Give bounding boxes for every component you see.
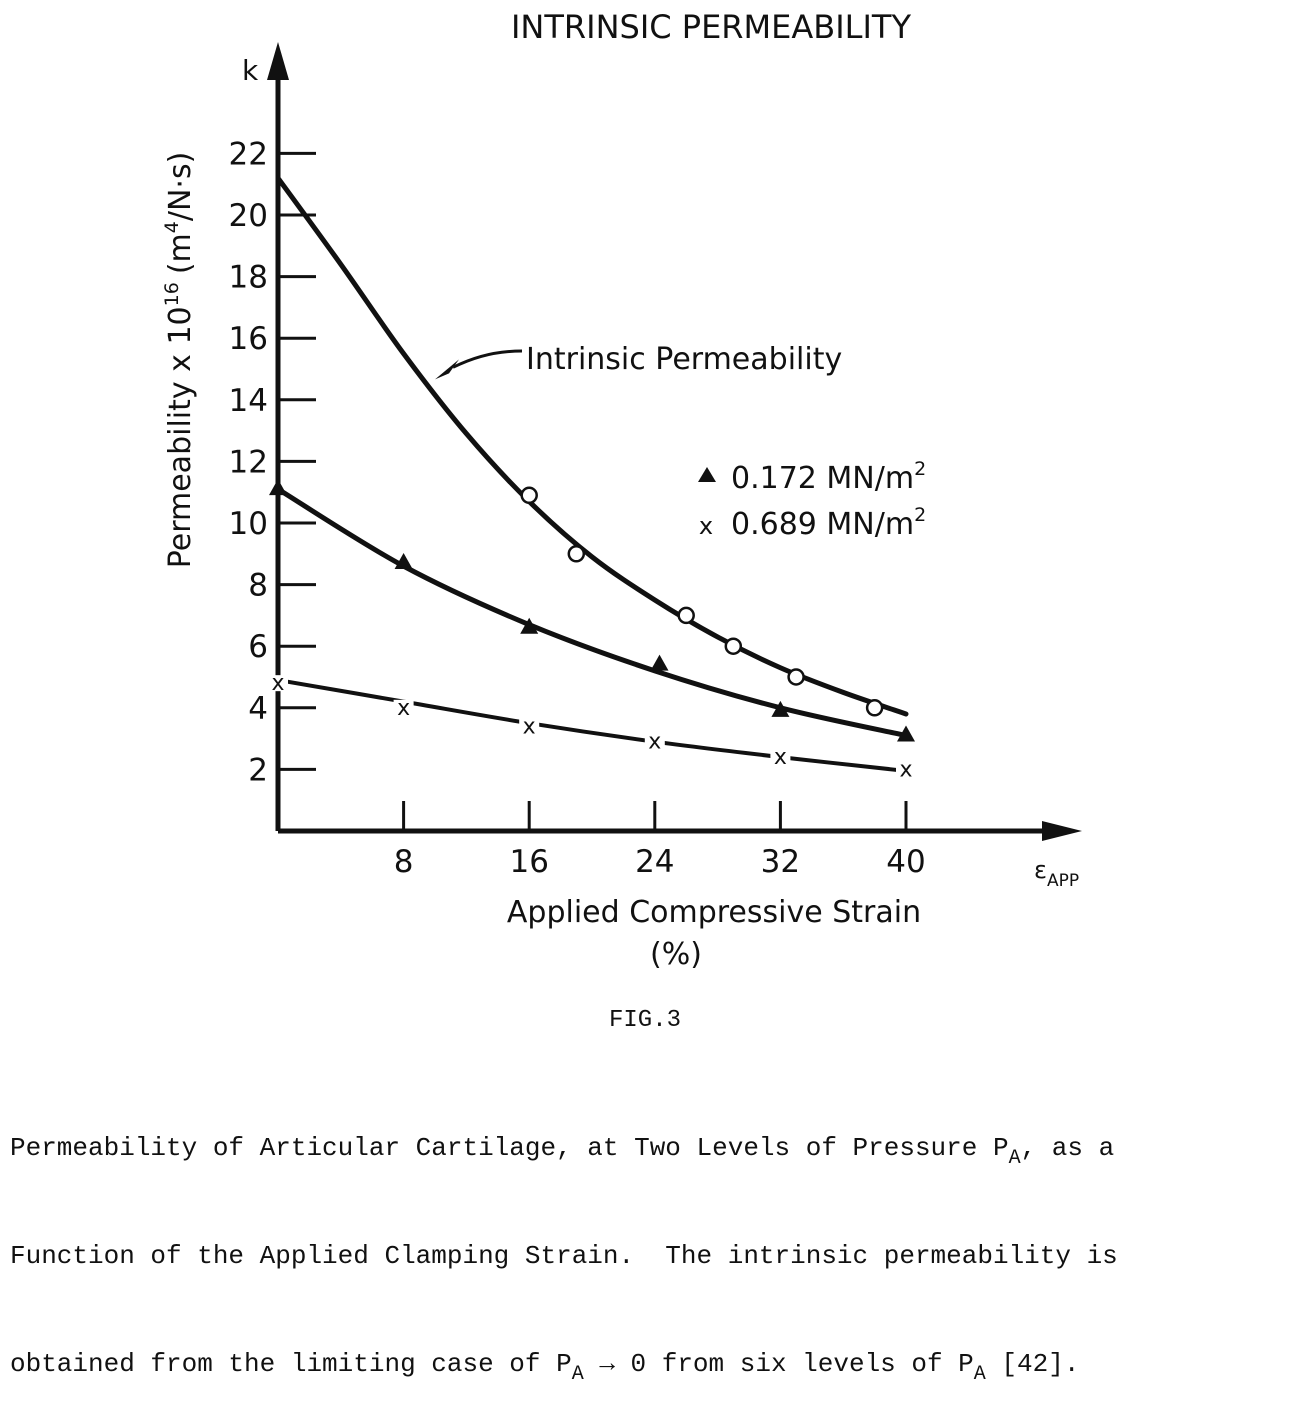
circle-marker <box>724 637 743 655</box>
x-marker-background <box>896 761 916 778</box>
x-axis-symbol: εAPP <box>1034 856 1079 891</box>
y-tick-label: 6 <box>248 629 268 665</box>
circle-marker <box>865 699 884 717</box>
x-tick-label: 8 <box>394 844 414 880</box>
y-axis-title: Permeability x 1016 (m4/N·s) <box>161 152 198 569</box>
legend: 0.172 MN/m2 x 0.689 MN/m2 <box>698 458 926 542</box>
y-tick-label: 14 <box>229 383 268 419</box>
circle-marker <box>787 668 805 686</box>
y-tick-label: 20 <box>229 198 268 234</box>
permeability-chart: INTRINSIC PERMEABILITY 24681012141618202… <box>161 8 1082 972</box>
x-axis-title-line2: (%) <box>650 937 702 972</box>
y-axis-title-unit-exp: 4 <box>161 221 183 233</box>
y-axis-symbol: k <box>242 54 259 87</box>
series-markers: x x x x x x <box>268 479 916 782</box>
legend-label-0172: 0.172 MN/m2 <box>731 458 926 496</box>
triangle-marker <box>650 654 669 671</box>
figure-label: FIG.3 <box>608 1007 681 1034</box>
y-ticks: 2 4 6 8 10 12 14 16 18 20 22 <box>229 136 316 788</box>
y-tick-label: 18 <box>229 260 268 296</box>
x-marker: x <box>271 671 284 696</box>
legend-label-0689: 0.689 MN/m2 <box>731 504 926 542</box>
x-tick-label: 24 <box>635 844 674 880</box>
x-marker-background <box>770 749 791 766</box>
x-axis-arrowhead <box>1042 821 1082 841</box>
caption-line-3: obtained from the limiting case of PA → … <box>10 1349 1080 1386</box>
curve-intrinsic <box>275 175 909 717</box>
annotation-intrinsic-label: Intrinsic Permeability <box>526 342 842 377</box>
triangle-marker <box>269 479 287 496</box>
y-axis-title-unit: (m <box>163 233 198 274</box>
x-marker: x <box>774 745 787 770</box>
y-tick-label: 16 <box>229 321 268 357</box>
annotation-arrowhead <box>435 359 459 380</box>
triangle-marker <box>394 553 413 570</box>
x-axis-title-line1: Applied Compressive Strain <box>507 895 921 930</box>
x-marker-background <box>393 699 414 716</box>
x-marker-background <box>644 733 665 750</box>
triangle-marker <box>897 725 915 742</box>
circle-marker <box>677 606 695 625</box>
triangle-marker <box>520 617 539 634</box>
x-tick-label: 32 <box>761 844 800 880</box>
y-axis-title-unit-tail: /N·s) <box>163 152 198 221</box>
caption-line-2: Function of the Applied Clamping Strain.… <box>10 1241 1118 1271</box>
triangle-marker <box>771 700 790 717</box>
y-tick-label: 10 <box>229 506 268 542</box>
x-ticks: 8 16 24 32 40 <box>394 801 926 880</box>
curve-0172 <box>275 486 909 739</box>
axes <box>267 42 1082 841</box>
x-marker: x <box>648 730 661 755</box>
y-tick-label: 22 <box>229 136 268 172</box>
annotation-intrinsic: Intrinsic Permeability <box>435 342 842 380</box>
x-marker-background <box>519 718 540 735</box>
legend-x-marker: x <box>699 512 713 540</box>
y-tick-label: 12 <box>229 444 268 480</box>
circle-marker <box>567 545 586 563</box>
legend-triangle-marker <box>698 467 716 482</box>
caption-line-1: Permeability of Articular Cartilage, at … <box>10 1133 1115 1170</box>
annotation-arrow <box>452 349 523 369</box>
y-axis-arrowhead <box>267 42 289 80</box>
y-axis-title-main: Permeability x 10 <box>163 306 198 568</box>
x-tick-label: 40 <box>886 844 925 880</box>
x-tick-label: 16 <box>509 844 548 880</box>
y-tick-label: 8 <box>248 568 268 604</box>
y-tick-label: 4 <box>248 691 268 727</box>
x-marker: x <box>523 714 536 739</box>
circle-marker <box>520 486 538 505</box>
x-marker: x <box>899 757 912 782</box>
x-marker-background <box>268 675 288 692</box>
figure-caption: Permeability of Articular Cartilage, at … <box>10 1058 1310 1418</box>
y-tick-label: 2 <box>248 752 268 788</box>
y-axis-title-exp: 16 <box>161 282 183 306</box>
x-marker: x <box>397 696 410 721</box>
chart-title: INTRINSIC PERMEABILITY <box>511 8 911 46</box>
curve-0689 <box>276 678 908 773</box>
